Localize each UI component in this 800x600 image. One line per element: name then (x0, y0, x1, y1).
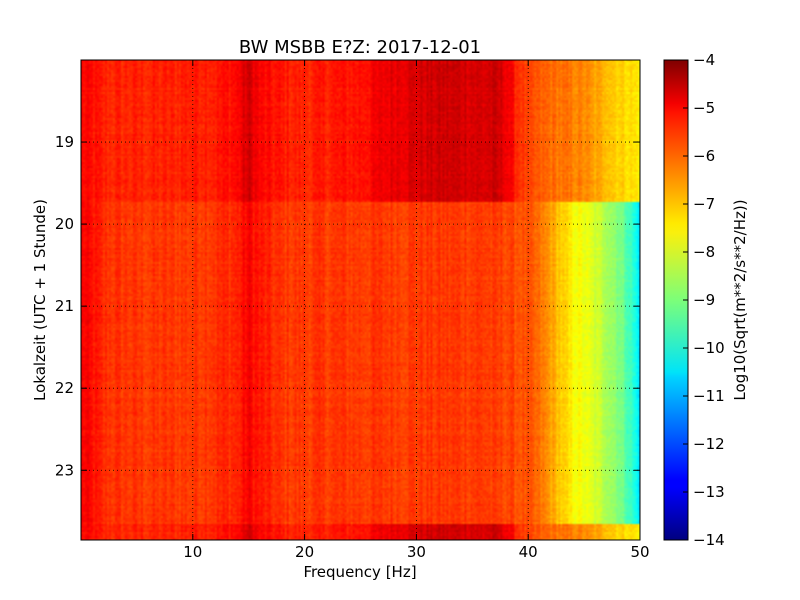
y-tick-label: 23 (55, 461, 74, 479)
x-tick-label: 40 (519, 543, 538, 561)
colorbar-label: Log10(Sqrt(m**2/s**2/Hz)) (731, 199, 749, 400)
plot-frame (80, 59, 641, 541)
colorbar-tick-label: −4 (693, 51, 715, 69)
colorbar-tick-label: −5 (693, 99, 715, 117)
y-tick-label: 21 (55, 297, 74, 315)
x-tick-label: 50 (630, 543, 649, 561)
x-axis-label: Frequency [Hz] (303, 563, 416, 581)
x-tick-label: 20 (295, 543, 314, 561)
colorbar-tick-label: −11 (693, 387, 725, 405)
x-axis: 10 20 30 40 50 (183, 60, 650, 561)
y-axis: 19 20 21 22 23 (55, 133, 640, 479)
colorbar-ticks: −4 −5 −6 −7 −8 −9 −10 −11 −12 −13 −14 (683, 51, 725, 549)
colorbar-tick-label: −6 (693, 147, 715, 165)
y-tick-label: 19 (55, 133, 74, 151)
colorbar-tick-label: −13 (693, 483, 725, 501)
chart-title: BW MSBB E?Z: 2017-12-01 (239, 37, 481, 58)
colorbar-tick-label: −7 (693, 195, 715, 213)
y-tick-label: 20 (55, 215, 74, 233)
plot-area: 10 20 30 40 50 19 20 21 22 23 (55, 59, 650, 561)
heatmap-image (81, 60, 640, 540)
colorbar-tick-label: −10 (693, 339, 725, 357)
colorbar: −4 −5 −6 −7 −8 −9 −10 −11 −12 −13 −14 Log10(Sqrt(m… (663, 51, 749, 549)
x-tick-label: 30 (407, 543, 426, 561)
x-tick-label: 10 (183, 543, 202, 561)
grid-lines (81, 60, 640, 540)
y-axis-label: Lokalzeit (UTC + 1 Stunde) (31, 199, 49, 401)
colorbar-tick-label: −14 (693, 531, 725, 549)
y-tick-label: 22 (55, 379, 74, 397)
colorbar-tick-label: −12 (693, 435, 725, 453)
colorbar-tick-label: −8 (693, 243, 715, 261)
colorbar-tick-label: −9 (693, 291, 715, 309)
